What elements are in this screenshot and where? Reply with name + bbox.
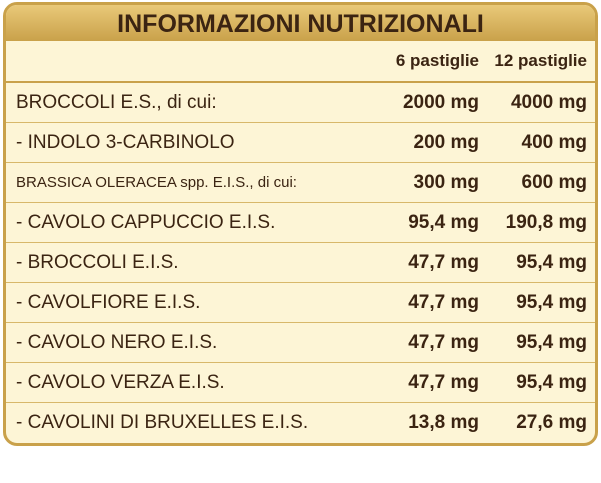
- nutrition-table: INFORMAZIONI NUTRIZIONALI 6 pastiglie 12…: [3, 2, 598, 446]
- table-row: - CAVOLO CAPPUCCIO E.I.S. 95,4 mg 190,8 mg: [6, 203, 595, 243]
- row-label: - BROCCOLI E.I.S.: [16, 252, 179, 273]
- cell-value: 47,7 mg: [408, 252, 479, 273]
- row-label: BRASSICA OLERACEA spp. E.I.S., di cui:: [16, 174, 297, 191]
- row-label: - CAVOLO NERO E.I.S.: [16, 332, 218, 353]
- cell-value: 47,7 mg: [408, 332, 479, 353]
- table-row: - CAVOLFIORE E.I.S. 47,7 mg 95,4 mg: [6, 283, 595, 323]
- row-label: - INDOLO 3-CARBINOLO: [16, 132, 235, 153]
- cell-value: 95,4 mg: [408, 212, 479, 233]
- cell-value: 95,4 mg: [516, 332, 587, 353]
- cell-value: 600 mg: [521, 172, 587, 193]
- table-row: - CAVOLO VERZA E.I.S. 47,7 mg 95,4 mg: [6, 363, 595, 403]
- table-row: BROCCOLI E.S., di cui: 2000 mg 4000 mg: [6, 83, 595, 123]
- column-header: 6 pastiglie: [395, 51, 479, 70]
- cell-value: 27,6 mg: [516, 412, 587, 433]
- row-label: - CAVOLINI DI BRUXELLES E.I.S.: [16, 412, 309, 433]
- cell-value: 47,7 mg: [408, 292, 479, 313]
- row-label: - CAVOLFIORE E.I.S.: [16, 292, 201, 313]
- row-label: - CAVOLO VERZA E.I.S.: [16, 372, 225, 393]
- table-row: - INDOLO 3-CARBINOLO 200 mg 400 mg: [6, 123, 595, 163]
- cell-value: 47,7 mg: [408, 372, 479, 393]
- cell-value: 4000 mg: [510, 92, 587, 113]
- cell-value: 400 mg: [521, 132, 587, 153]
- cell-value: 190,8 mg: [505, 212, 587, 233]
- cell-value: 95,4 mg: [516, 372, 587, 393]
- table-row: BRASSICA OLERACEA spp. E.I.S., di cui: 30…: [6, 163, 595, 203]
- cell-value: 13,8 mg: [408, 412, 479, 433]
- table-row: - CAVOLO NERO E.I.S. 47,7 mg 95,4 mg: [6, 323, 595, 363]
- row-label: BROCCOLI E.S., di cui:: [16, 92, 217, 113]
- table-title: INFORMAZIONI NUTRIZIONALI: [6, 5, 595, 41]
- table-row: - BROCCOLI E.I.S. 47,7 mg 95,4 mg: [6, 243, 595, 283]
- column-header-row: 6 pastiglie 12 pastiglie: [6, 41, 595, 83]
- cell-value: 300 mg: [413, 172, 479, 193]
- cell-value: 95,4 mg: [516, 252, 587, 273]
- cell-value: 95,4 mg: [516, 292, 587, 313]
- cell-value: 2000 mg: [402, 92, 479, 113]
- row-label: - CAVOLO CAPPUCCIO E.I.S.: [16, 212, 276, 233]
- table-row: - CAVOLINI DI BRUXELLES E.I.S. 13,8 mg 27,…: [6, 403, 595, 442]
- cell-value: 200 mg: [413, 132, 479, 153]
- column-header: 12 pastiglie: [494, 51, 587, 70]
